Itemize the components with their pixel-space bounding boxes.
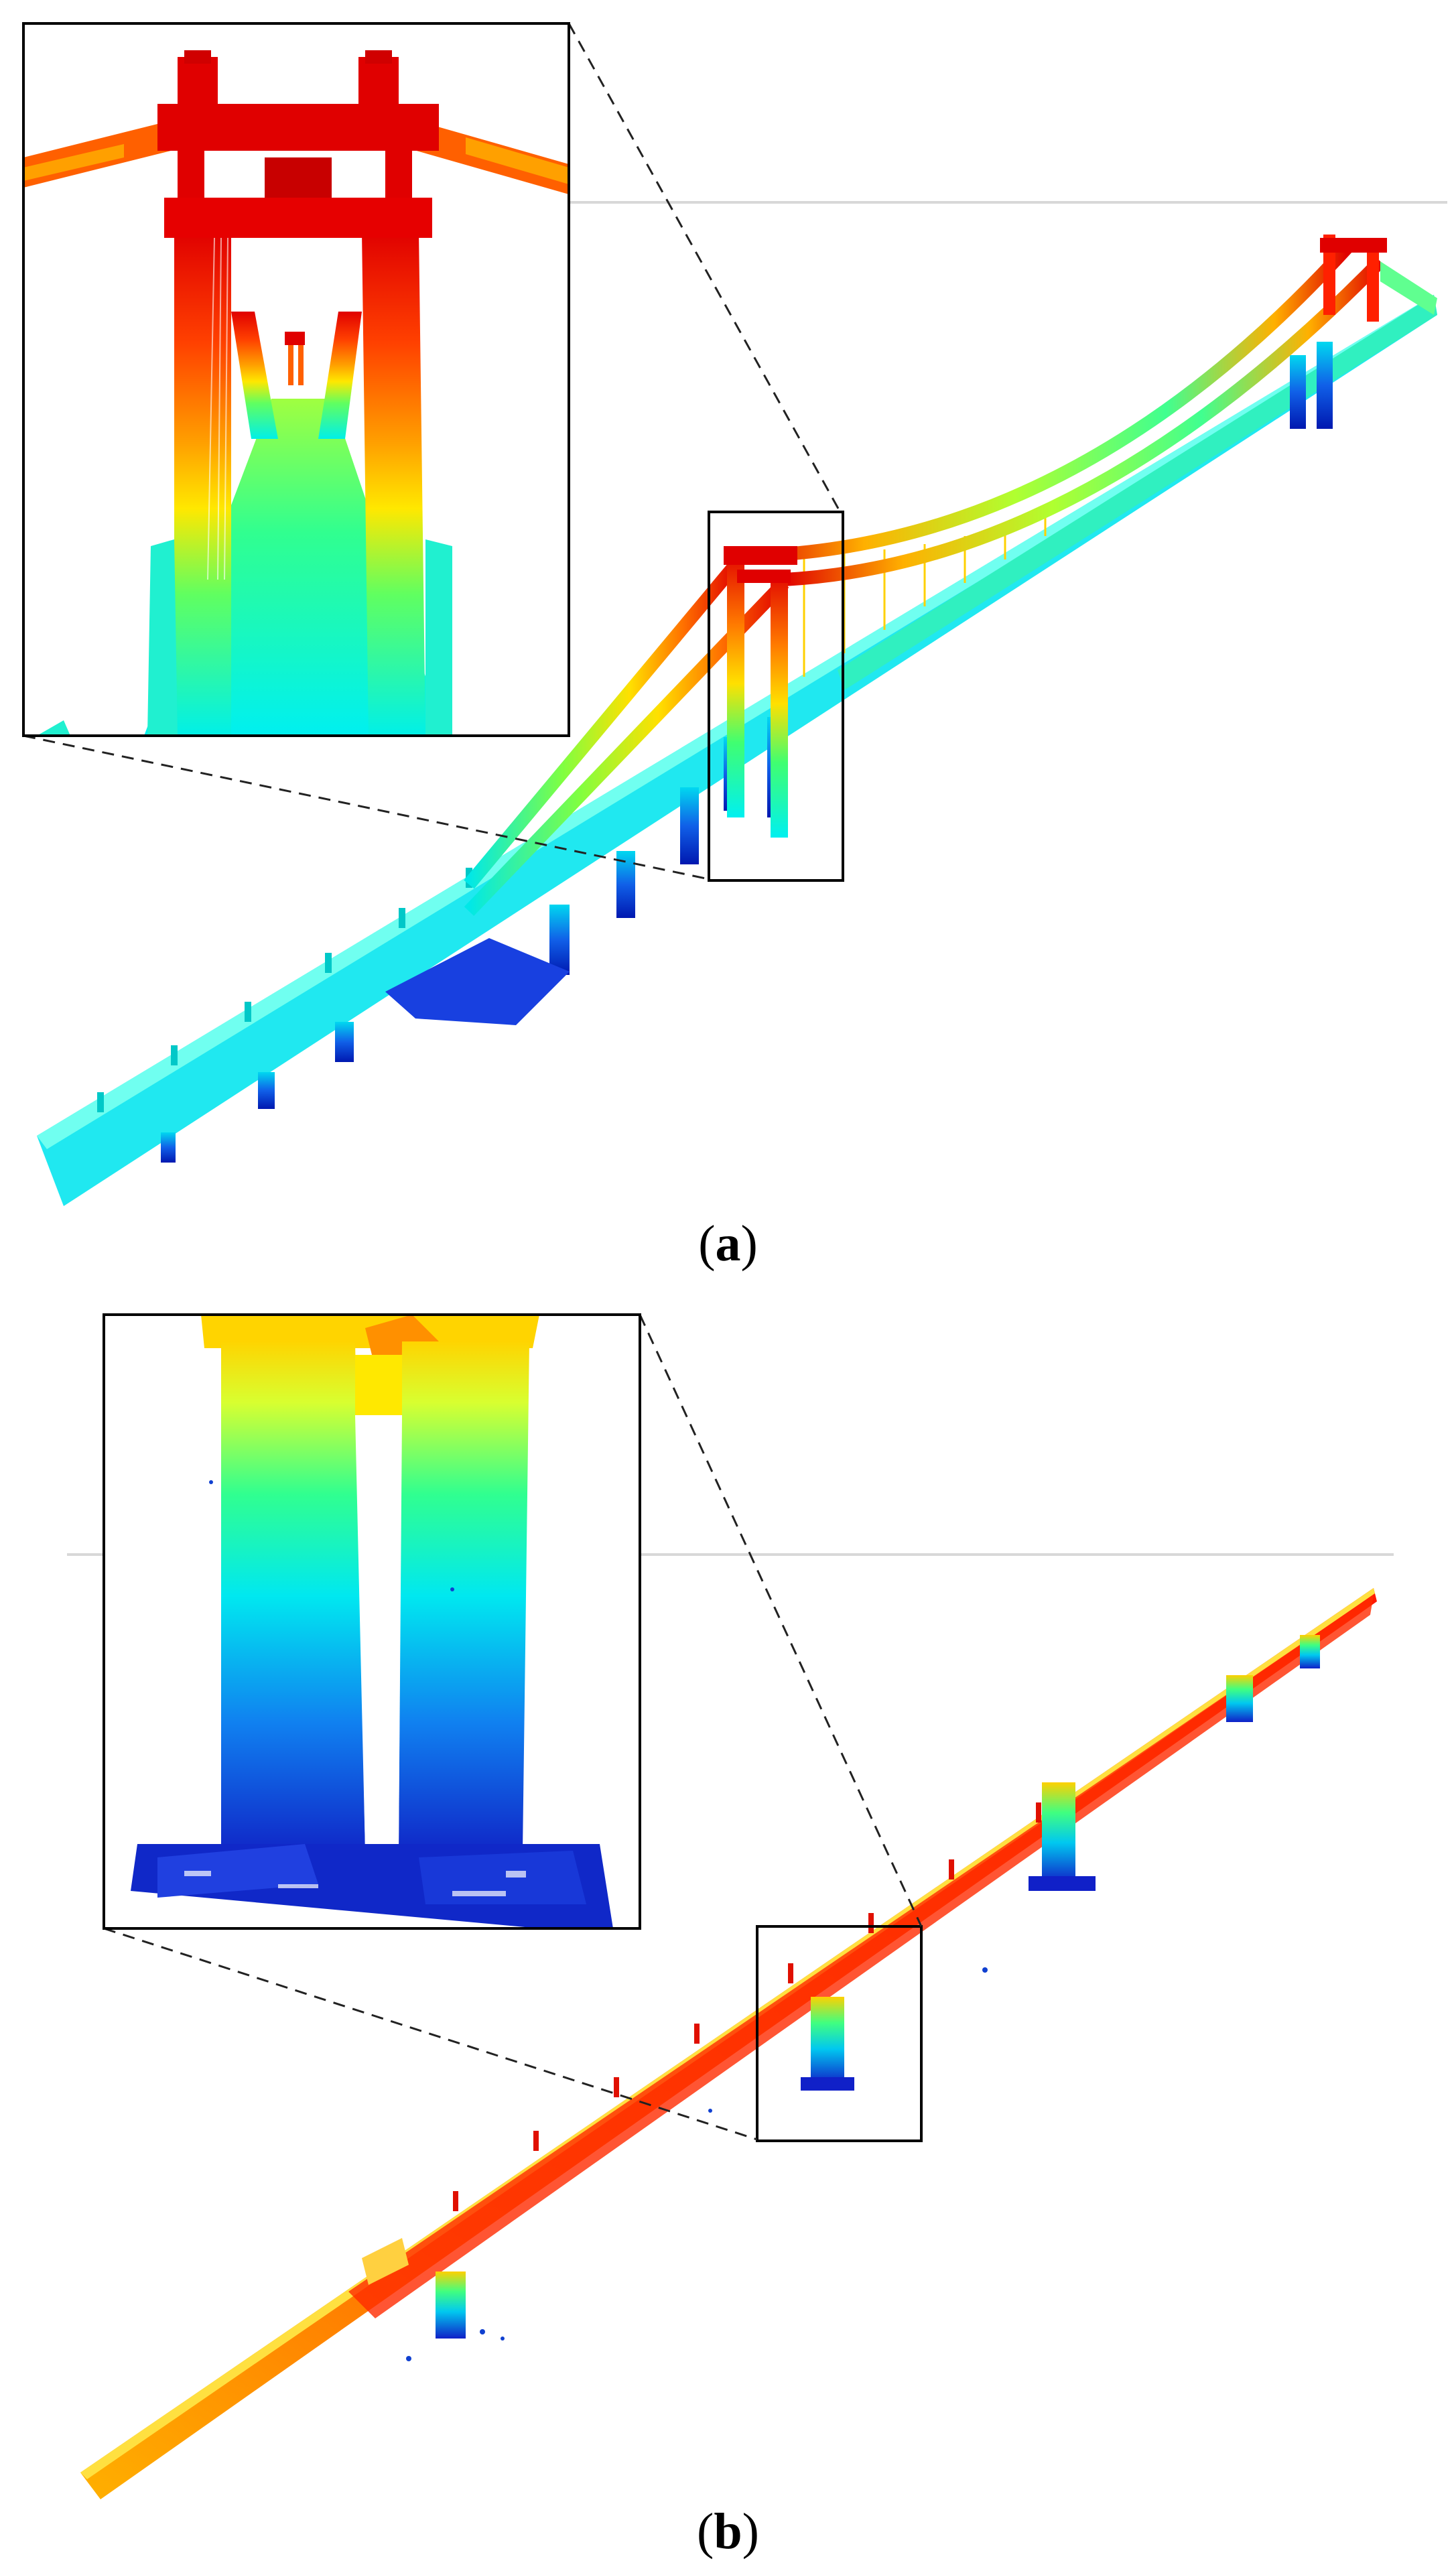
bridge-tower-far <box>1320 235 1437 322</box>
bridge-tower-center <box>724 546 797 838</box>
panel-b: (b) <box>0 1273 1456 2567</box>
inset-pier-closeup <box>103 1313 641 1930</box>
zoom-connectors-b <box>103 1314 923 2141</box>
caption-open-paren-b: ( <box>697 2503 714 2560</box>
caption-letter: a <box>715 1215 741 1272</box>
panel-a-image <box>22 22 1447 1206</box>
main-cables <box>464 243 1386 916</box>
deck-posts <box>97 868 472 1112</box>
caption-open-paren: ( <box>698 1215 716 1272</box>
pier-base <box>385 938 570 1025</box>
caption-close-paren-b: ) <box>742 2503 759 2560</box>
panel-b-image <box>67 1313 1394 2499</box>
panel-b-caption: (b) <box>0 2506 1456 2557</box>
zoom-box-b <box>756 1925 923 2142</box>
caption-letter-b: b <box>714 2503 742 2560</box>
caption-close-paren: ) <box>740 1215 758 1272</box>
inset-tower-closeup <box>22 22 570 737</box>
zoom-box <box>708 511 844 882</box>
panel-a-caption: (a) <box>0 1218 1456 1269</box>
panel-a: (a) <box>0 0 1456 1273</box>
deck-posts-b <box>453 1802 1041 2211</box>
zoom-connectors <box>23 23 842 880</box>
scatter-points <box>406 1967 988 2361</box>
bridge-piers-b <box>436 1635 1320 2339</box>
